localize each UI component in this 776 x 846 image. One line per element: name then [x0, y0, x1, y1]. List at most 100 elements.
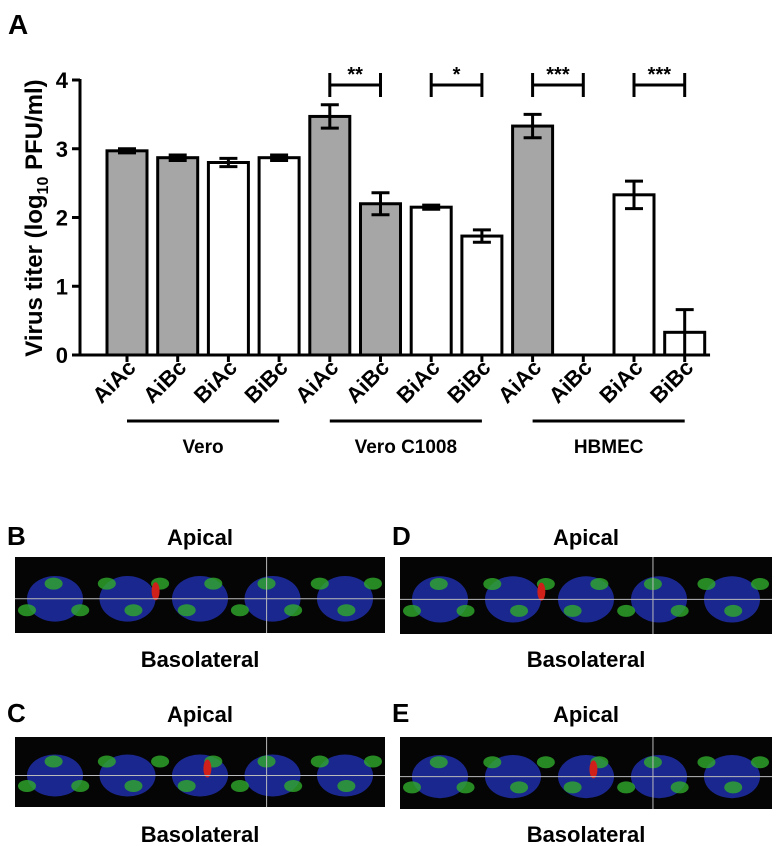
- membrane-signal: [403, 604, 421, 617]
- significance-bracket: [632, 73, 687, 97]
- membrane-signal: [18, 780, 36, 792]
- error-bar: [118, 147, 136, 155]
- bar: [409, 205, 453, 357]
- x-tick-label: AiAc: [87, 355, 140, 408]
- y-tick-label: 1: [56, 274, 68, 299]
- bar: [460, 234, 504, 357]
- x-tick-label: BiAc: [594, 355, 647, 408]
- y-axis-label: Virus titer (log10 PFU/ml): [21, 79, 52, 356]
- y-tick-label: 2: [56, 206, 68, 231]
- membrane-signal: [456, 781, 475, 794]
- membrane-signal: [403, 781, 421, 794]
- membrane-signal: [456, 604, 475, 617]
- panel-bottom-label: Basolateral: [527, 647, 646, 672]
- membrane-signal: [230, 780, 249, 792]
- panel-bottom-label: Basolateral: [141, 822, 260, 846]
- membrane-signal: [429, 756, 448, 769]
- bar: [105, 149, 149, 357]
- membrane-signal: [310, 577, 329, 590]
- x-tick-label: BiBc: [442, 355, 495, 408]
- membrane-signal: [617, 781, 636, 794]
- membrane-signal: [697, 756, 716, 769]
- bar: [511, 124, 555, 357]
- significance-bracket: [328, 73, 382, 97]
- membrane-signal: [510, 604, 529, 617]
- membrane-signal: [510, 781, 529, 794]
- membrane-signal: [670, 604, 689, 617]
- panel-bottom-label: Basolateral: [141, 647, 260, 672]
- x-tick-label: BiAc: [392, 355, 445, 408]
- virus-signal: [203, 759, 212, 778]
- membrane-signal: [177, 780, 196, 792]
- membrane-signal: [284, 780, 303, 792]
- membrane-signal: [483, 756, 502, 769]
- panel-top-label: Apical: [553, 525, 619, 550]
- membrane-signal: [97, 755, 116, 768]
- panel-label: D: [392, 521, 411, 551]
- y-label-main: Virus titer (log: [21, 194, 48, 356]
- bar: [359, 202, 402, 357]
- x-tick-label: AiBc: [341, 355, 394, 408]
- y-tick-label: 0: [56, 343, 68, 368]
- panel-label: B: [7, 521, 26, 551]
- membrane-signal: [617, 604, 636, 617]
- bar: [206, 161, 250, 357]
- membrane-signal: [364, 755, 382, 768]
- membrane-signal: [124, 780, 143, 792]
- panel-top-label: Apical: [553, 702, 619, 727]
- membrane-signal: [697, 577, 716, 590]
- membrane-signal: [536, 756, 555, 769]
- membrane-signal: [71, 604, 90, 617]
- error-bar: [523, 112, 542, 140]
- significance-label: **: [347, 64, 363, 86]
- error-bar: [371, 191, 390, 217]
- panel-top-label: Apical: [167, 702, 233, 727]
- virus-signal: [537, 582, 546, 601]
- panel-label: E: [392, 698, 409, 728]
- bar: [612, 193, 656, 357]
- group-label: Vero C1008: [355, 437, 457, 458]
- membrane-signal: [44, 577, 63, 590]
- x-tick-label: AiAc: [290, 355, 343, 408]
- error-bar: [320, 103, 339, 130]
- membrane-signal: [124, 604, 143, 617]
- x-tick-label: AiAc: [493, 355, 546, 408]
- virus-signal: [151, 582, 160, 601]
- virus-signal: [589, 760, 598, 779]
- error-bar: [472, 228, 491, 244]
- membrane-signal: [337, 604, 356, 617]
- membrane-signal: [670, 781, 689, 794]
- y-tick-label: 3: [56, 137, 68, 162]
- y-label-rest: PFU/ml): [21, 79, 48, 176]
- membrane-signal: [204, 577, 223, 590]
- bar: [156, 156, 200, 357]
- error-bar: [270, 153, 289, 162]
- panel-label: A: [8, 9, 28, 40]
- error-bar: [422, 203, 441, 211]
- membrane-signal: [284, 604, 303, 617]
- significance-label: ***: [648, 64, 672, 86]
- significance-bracket: [531, 73, 585, 97]
- error-bar: [625, 179, 643, 211]
- membrane-signal: [44, 755, 63, 768]
- membrane-signal: [310, 755, 329, 768]
- membrane-signal: [337, 780, 356, 792]
- membrane-signal: [563, 781, 582, 794]
- membrane-signal: [364, 577, 382, 590]
- group-label: Vero: [182, 437, 223, 458]
- membrane-signal: [71, 780, 90, 792]
- x-tick-label: BiAc: [189, 355, 242, 408]
- membrane-signal: [563, 604, 582, 617]
- x-tick-label: AiBc: [544, 355, 597, 408]
- membrane-signal: [177, 604, 196, 617]
- x-tick-label: BiBc: [645, 355, 698, 408]
- membrane-signal: [724, 781, 743, 794]
- membrane-signal: [483, 577, 502, 590]
- x-tick-label: BiBc: [240, 355, 293, 408]
- group-label: HBMEC: [574, 437, 644, 458]
- membrane-signal: [230, 604, 249, 617]
- significance-label: *: [453, 64, 461, 86]
- membrane-signal: [724, 604, 743, 617]
- significance-label: ***: [546, 64, 570, 86]
